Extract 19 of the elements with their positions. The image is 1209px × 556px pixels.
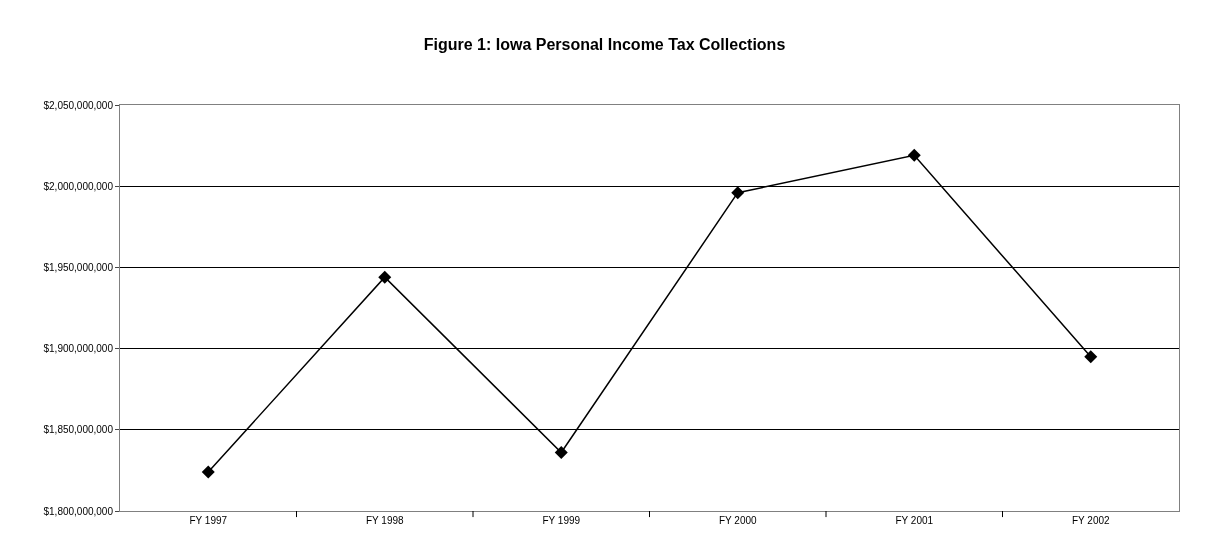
y-tick-label: $2,000,000,000 <box>43 180 114 192</box>
y-tick-label: $1,850,000,000 <box>43 424 114 436</box>
x-tick-label: FY 1998 <box>365 515 404 526</box>
x-tick-label: FY 2000 <box>718 515 757 526</box>
x-tick-label: FY 1997 <box>189 515 228 526</box>
point <box>1084 350 1098 364</box>
point <box>554 446 568 460</box>
y-tick-label: $2,050,000,000 <box>43 99 114 111</box>
y-tick-label: $1,900,000,000 <box>43 343 114 355</box>
chart-title: Figure 1: Iowa Personal Income Tax Collections <box>423 36 786 54</box>
y-tick-label: $1,950,000,000 <box>43 261 114 273</box>
x-tick-label: FY 2002 <box>1071 515 1110 526</box>
point <box>201 465 215 479</box>
point <box>731 186 745 200</box>
point <box>907 148 921 162</box>
y-tick-label: $1,800,000,000 <box>43 505 114 517</box>
x-tick-label: FY 1999 <box>542 515 581 526</box>
x-tick-label: FY 2001 <box>895 515 934 526</box>
point <box>378 270 392 284</box>
